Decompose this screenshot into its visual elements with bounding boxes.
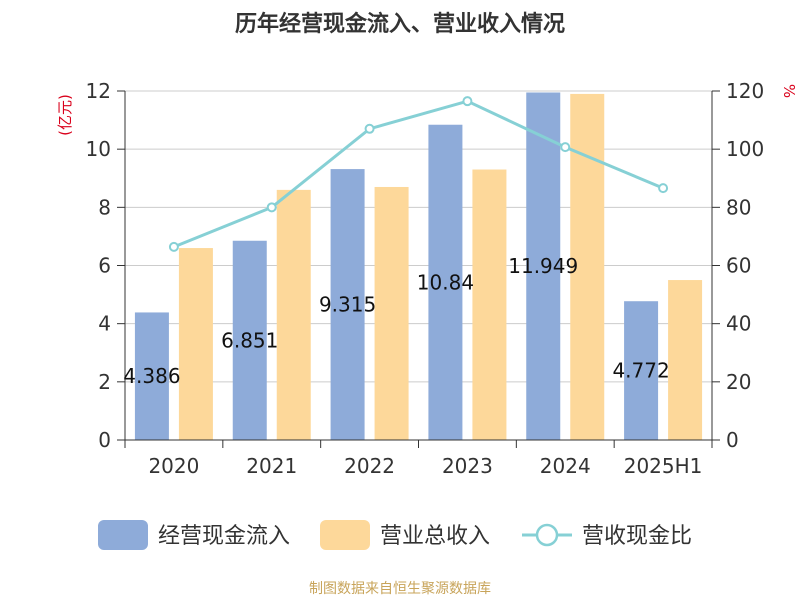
- y-axis-right-label: %: [780, 84, 798, 98]
- left-tick-label: 2: [98, 370, 111, 394]
- left-tick-label: 12: [86, 79, 111, 103]
- x-tick-label: 2024: [540, 454, 591, 478]
- data-label: 9.315: [319, 293, 376, 317]
- x-tick-label: 2020: [148, 454, 199, 478]
- right-tick-label: 0: [726, 428, 739, 452]
- bar-revenue: [472, 169, 507, 440]
- ratio-point: [560, 142, 571, 153]
- left-tick-label: 10: [86, 137, 111, 161]
- legend-label: 经营现金流入: [158, 524, 290, 549]
- bar-cash-inflow: [232, 240, 267, 440]
- data-label: 4.772: [612, 359, 669, 383]
- data-label: 6.851: [221, 328, 278, 352]
- ratio-point: [462, 96, 473, 107]
- bar-revenue: [276, 189, 311, 440]
- source-note: 制图数据来自恒生聚源数据库: [309, 581, 491, 597]
- bar-cash-inflow: [526, 92, 561, 441]
- data-label: 10.84: [417, 270, 474, 294]
- x-tick-label: 2022: [344, 454, 395, 478]
- data-label: 11.949: [508, 254, 578, 278]
- right-tick-label: 20: [726, 370, 751, 394]
- data-label: 4.386: [123, 364, 180, 388]
- x-tick-label: 2025H1: [624, 454, 703, 478]
- right-tick-label: 80: [726, 195, 751, 219]
- legend-swatch-cash-inflow: [98, 520, 148, 550]
- bar-cash-inflow: [330, 169, 365, 440]
- right-tick-label: 60: [726, 254, 751, 278]
- bar-cash-inflow: [428, 124, 463, 440]
- left-tick-label: 4: [98, 312, 111, 336]
- bar-revenue: [668, 280, 703, 440]
- bar-cash-inflow: [134, 312, 169, 440]
- bars: [134, 92, 703, 441]
- bar-revenue: [178, 248, 213, 440]
- legend-label: 营收现金比: [582, 524, 692, 549]
- y-axis-left-label: (亿元): [56, 94, 74, 136]
- right-tick-label: 40: [726, 312, 751, 336]
- left-tick-label: 8: [98, 195, 111, 219]
- legend-marker-ratio: [535, 523, 559, 547]
- left-tick-label: 0: [98, 428, 111, 452]
- data-labels: 4.386 6.851 9.315 10.84 11.949 4.772: [123, 254, 669, 388]
- legend-label: 营业总收入: [380, 524, 490, 549]
- x-tick-label: 2021: [246, 454, 297, 478]
- right-tick-label: 100: [726, 137, 764, 161]
- grid: [125, 90, 712, 383]
- legend: 经营现金流入 营业总收入 营收现金比: [98, 520, 692, 550]
- legend-swatch-revenue: [320, 520, 370, 550]
- ratio-line: [168, 96, 669, 252]
- bar-revenue: [374, 186, 409, 440]
- right-tick-label: 120: [726, 79, 764, 103]
- ratio-line-path: [173, 99, 664, 249]
- bar-cash-inflow: [624, 301, 659, 440]
- ratio-point: [168, 241, 179, 252]
- ratio-point: [658, 183, 669, 194]
- left-tick-label: 6: [98, 254, 111, 278]
- chart-title: 历年经营现金流入、营业收入情况: [234, 12, 565, 37]
- x-tick-label: 2023: [442, 454, 493, 478]
- ratio-point: [364, 123, 375, 134]
- ratio-point: [266, 202, 277, 213]
